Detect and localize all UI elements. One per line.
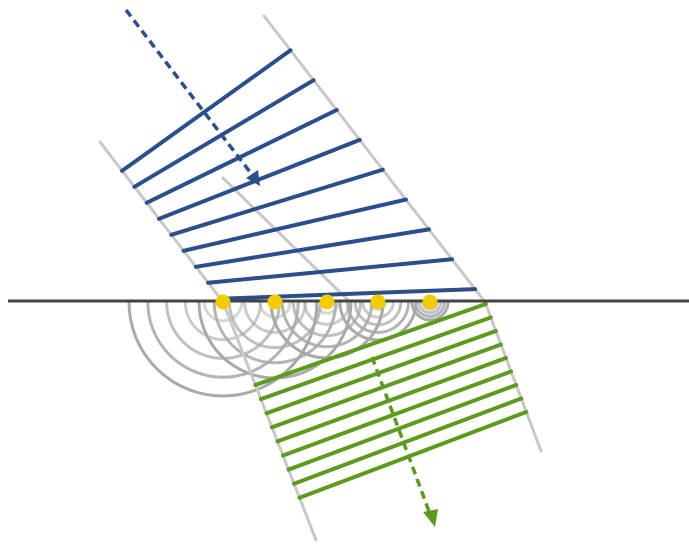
wavefront-midline xyxy=(221,176,352,304)
refracted-wavefront xyxy=(286,383,519,472)
wavelet-ring xyxy=(361,302,395,319)
refracted-beam-right-edge xyxy=(483,300,543,453)
incident-wavefront xyxy=(193,227,431,269)
wavelet-ring xyxy=(258,302,292,319)
incident-ray xyxy=(124,8,260,186)
beam-edges xyxy=(98,14,543,542)
refracted-wavefront xyxy=(275,356,508,444)
incident-wavefront xyxy=(218,287,478,301)
wavelet-ring xyxy=(291,302,363,338)
refracted-ray xyxy=(370,356,438,527)
wavelet-ring xyxy=(183,302,263,342)
refracted-wavefront xyxy=(281,369,514,458)
refracted-wavefront xyxy=(253,302,488,387)
refracted-ray-line xyxy=(370,356,432,515)
secondary-source-dot xyxy=(370,294,386,310)
refracted-wavefront xyxy=(258,315,493,402)
refracted-ray-arrowhead xyxy=(423,509,438,527)
secondary-source-dot xyxy=(215,294,231,310)
incident-wavefront xyxy=(144,108,339,205)
wavelet-ring xyxy=(314,302,340,315)
incident-wavefront xyxy=(181,197,408,253)
refracted-wavefront xyxy=(292,396,524,486)
incident-wavefront xyxy=(120,48,293,173)
wavelet-ring xyxy=(127,302,319,398)
incident-beam-left-edge xyxy=(98,140,225,304)
incident-wavefront xyxy=(157,137,362,221)
refracted-wavefront xyxy=(270,342,503,430)
wavelet-ring xyxy=(227,302,323,350)
refracted-beam-left-edge xyxy=(221,300,318,542)
incident-wavefronts xyxy=(120,48,478,301)
secondary-sources xyxy=(215,294,438,310)
refracted-wavefront xyxy=(264,329,498,416)
incident-ray-arrowhead xyxy=(246,170,260,186)
refracted-wavefronts xyxy=(253,302,529,500)
incident-beam-right-edge xyxy=(262,14,487,304)
secondary-source-dot xyxy=(267,294,283,310)
wavelet-ring xyxy=(146,302,300,379)
secondary-source-dot xyxy=(422,294,438,310)
wavelet-ring xyxy=(368,302,388,312)
refracted-wavefront xyxy=(297,410,529,500)
incident-wavefront xyxy=(132,78,316,189)
incident-wavefront xyxy=(169,167,385,237)
wavelet-ring xyxy=(212,302,338,365)
incident-ray-line xyxy=(124,8,255,178)
incident-wavefront xyxy=(206,257,454,285)
secondary-source-dot xyxy=(319,294,335,310)
wavelet-ring xyxy=(410,302,450,322)
